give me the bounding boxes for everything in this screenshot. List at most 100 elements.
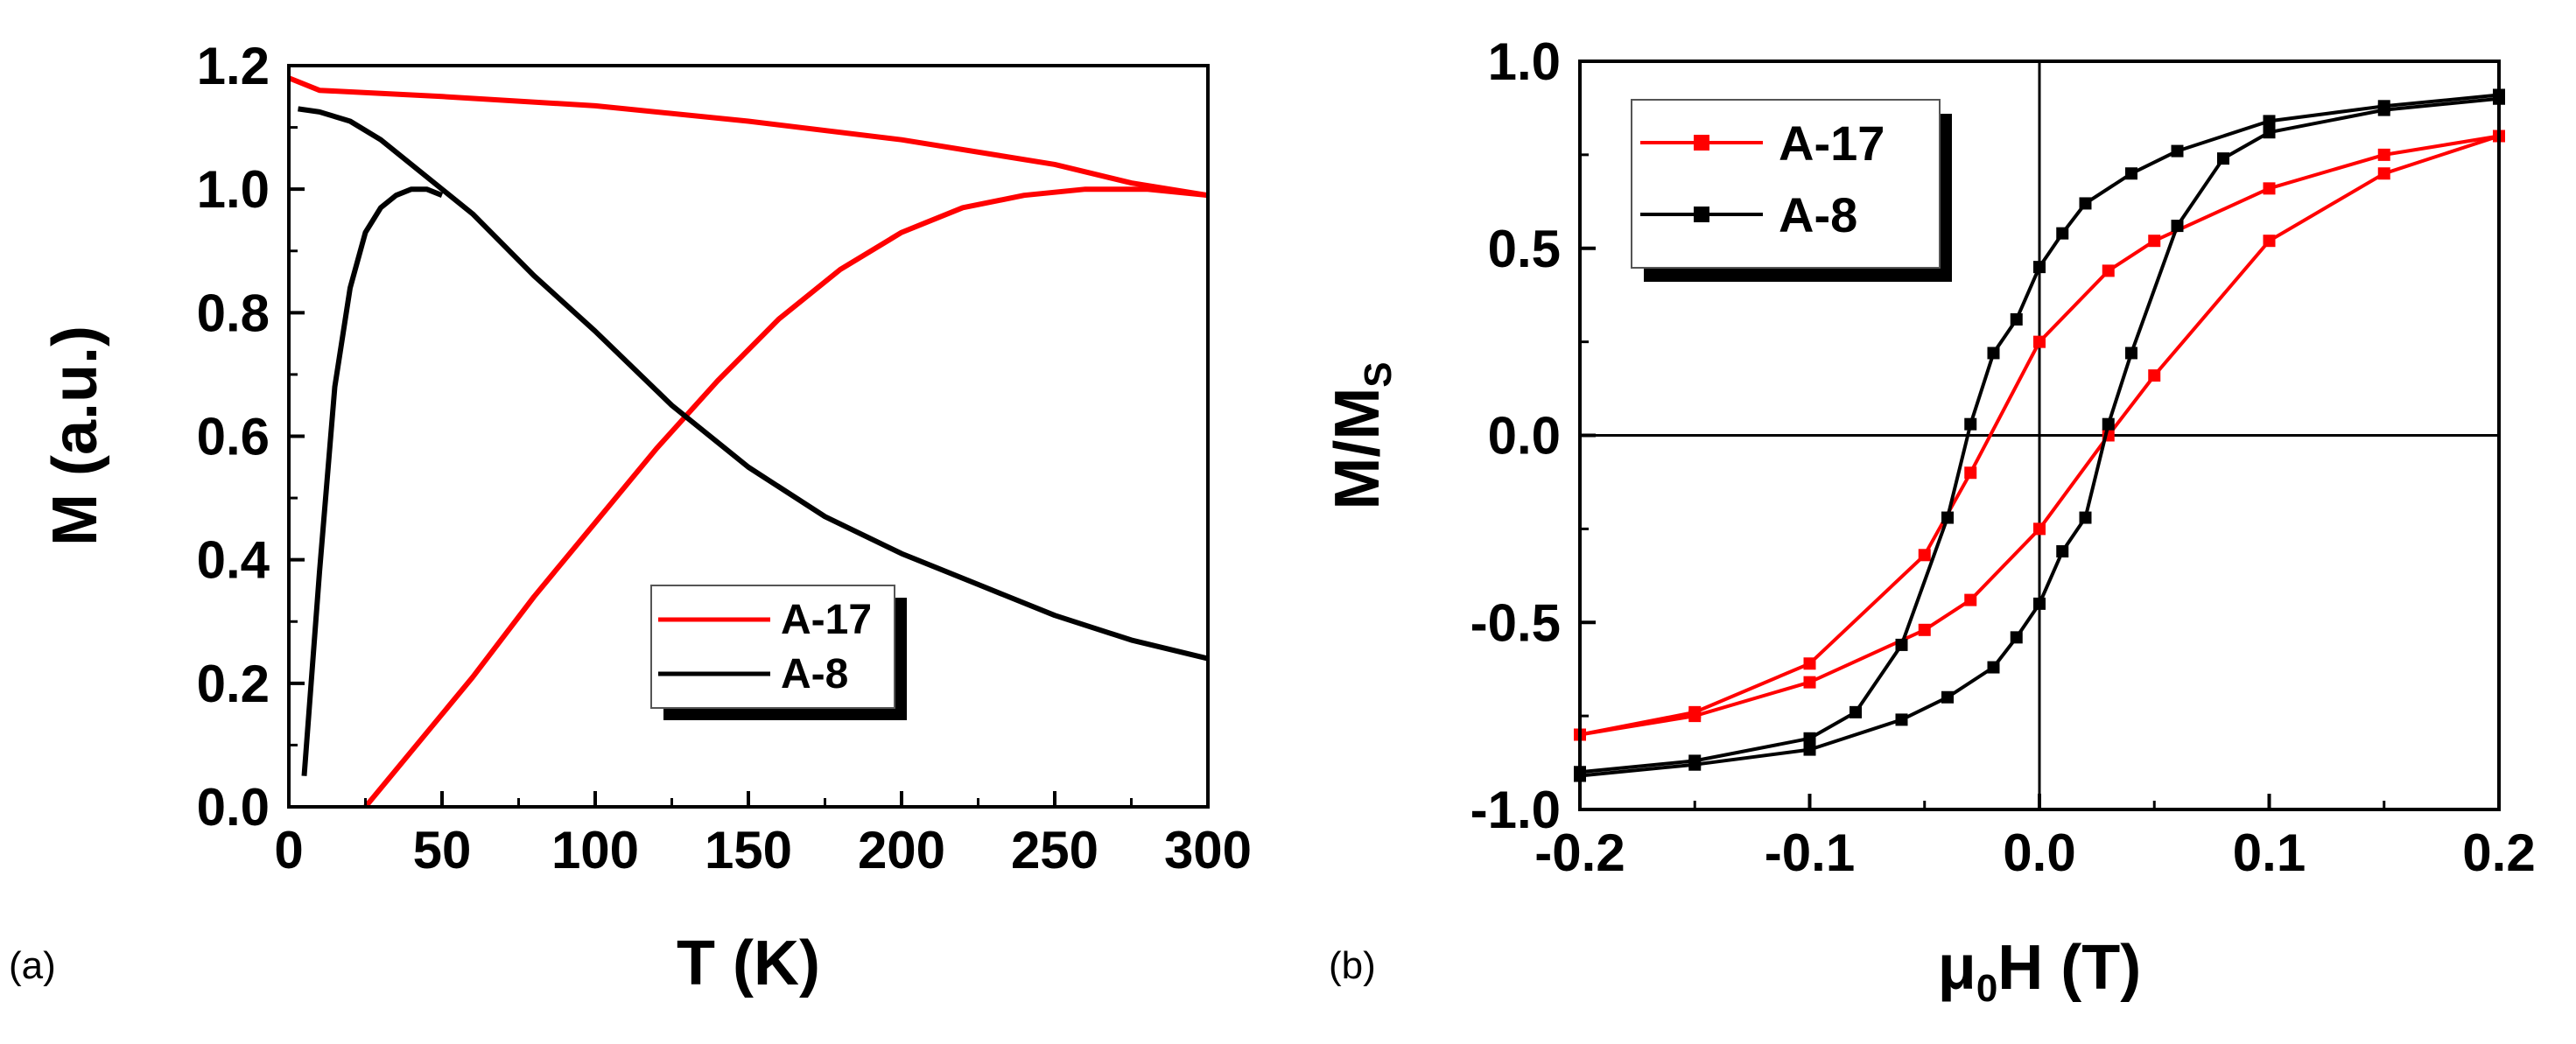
panel-a-y-tick-label: 0.4 (197, 531, 270, 590)
panel-b-point-a-8-lower (2217, 152, 2229, 165)
panel-b-y-tick-label: -0.5 (1470, 593, 1561, 652)
panel-b-point-a-17-lower (1803, 676, 1816, 689)
panel-a-x-axis-label: T (K) (677, 928, 820, 998)
panel-a-y-tick-label: 1.0 (197, 160, 270, 219)
panel-b-point-a-8-lower (1895, 713, 1908, 726)
panel-b-label: (b) (1329, 944, 1376, 987)
panel-b-point-a-17-upper (1918, 549, 1931, 562)
panel-a-x-tick-label: 250 (1011, 821, 1098, 879)
panel-b-point-a-8-upper (2171, 144, 2184, 158)
panel-a-x-tick-label: 50 (413, 821, 472, 879)
panel-b-x-tick-label: -0.1 (1765, 823, 1855, 882)
panel-b-y-label-sub: S (1357, 361, 1400, 387)
panel-a-series-a-17-zfc (363, 186, 1209, 809)
panel-b-point-a-8-lower (2263, 126, 2276, 139)
panel-b-point-a-8-upper (1964, 417, 1977, 431)
panel-b-point-a-8-lower (1987, 661, 2000, 674)
panel-a-series (287, 75, 1209, 809)
panel-b-point-a-8-lower (2079, 511, 2092, 524)
panel-b-point-a-17-lower (2033, 522, 2046, 536)
panel-b-point-a-8-upper (2079, 197, 2092, 210)
panel-b-point-a-17-lower (2377, 167, 2390, 180)
panel-a-legend-label-a8: A-8 (781, 651, 848, 697)
panel-a-legend: A-17 A-8 (650, 585, 907, 720)
panel-b-point-a-8-lower (2056, 545, 2069, 558)
panel-a-legend-box (650, 585, 895, 709)
panel-b-x-label-rest: H (T) (1997, 933, 2141, 1003)
panel-a-legend-label-a17: A-17 (781, 597, 872, 643)
panel-b-x-label-mu: μ (1938, 933, 1976, 1003)
panel-b-point-a-17-upper (2102, 264, 2115, 277)
panel-a-series-a-8-zfc (301, 186, 444, 776)
panel-b-point-a-17-lower (2148, 369, 2161, 382)
panel-a-label: (a) (9, 944, 56, 987)
panel-a-y-tick-label: 0.6 (197, 408, 270, 466)
panel-a-y-axis-label: M (a.u.) (40, 326, 110, 546)
panel-b-legend-box (1631, 99, 1941, 269)
panel-b-point-a-8-upper (2056, 227, 2069, 240)
panel-b-point-a-8-upper (1803, 732, 1816, 745)
panel-b-plot-frame (1578, 60, 2501, 811)
panel-a-series-a-8-fc (298, 106, 1209, 662)
panel-b-x-axis-label: μ0H (T) (1938, 933, 2141, 1010)
panel-b-point-a-17-lower (1918, 623, 1931, 636)
panel-b-chart: -0.2 -0.1 0.0 0.1 0.2 -1.0 -0.5 0.0 0.5 1.0 μ0H (… (1323, 32, 2536, 1010)
panel-b-y-tick-label: 0.0 (1488, 407, 1561, 466)
panel-b-x-label-sub: 0 (1976, 967, 1997, 1010)
panel-b-x-tick-label: 0.2 (2462, 823, 2535, 882)
panel-b-point-a-8-lower (1688, 758, 1702, 771)
panel-b-x-tick-label: 0.1 (2233, 823, 2306, 882)
panel-b-point-a-8-lower (1941, 690, 1954, 704)
panel-b-point-a-8-upper (2010, 312, 2023, 326)
panel-b-point-a-8-lower (2033, 597, 2046, 610)
panel-a-plot-frame (287, 64, 1210, 809)
panel-b-point-a-17-lower (1688, 710, 1702, 723)
panel-b-y-label-main: M/M (1323, 388, 1393, 510)
panel-b-legend-label-a17: A-17 (1779, 116, 1885, 171)
panel-b-point-a-8-lower (2125, 347, 2137, 360)
panel-b-point-a-8-lower (2377, 103, 2390, 116)
panel-a-chart: 0 50 100 150 200 250 3000.00.20.40.60.81.01.2 … (9, 37, 1252, 998)
panel-a-y-tick-label: 0.2 (197, 655, 270, 713)
panel-a-x-tick-label: 100 (551, 821, 639, 879)
panel-b-legend-marker-a8 (1694, 207, 1709, 222)
panel-b-y-axis-label: M/MS (1323, 361, 1400, 509)
panel-b-series (1574, 88, 2505, 782)
panel-b-point-a-8-upper (1941, 511, 1954, 524)
panel-b-point-a-8-upper (1850, 705, 1862, 718)
panel-b-point-a-17-upper (2377, 148, 2390, 161)
panel-b-point-a-8-lower (1803, 743, 1816, 756)
panel-a-series-a-17-fc (287, 75, 1209, 199)
panel-a-x-tick-label: 200 (858, 821, 945, 879)
panel-b-point-a-8-upper (2033, 261, 2046, 274)
panel-b-x-tick-label: 0.0 (2003, 823, 2075, 882)
panel-b-zero-lines (1580, 61, 2499, 809)
panel-b-point-a-17-upper (2148, 235, 2161, 248)
panel-a-x-tick-label: 150 (705, 821, 792, 879)
panel-b-point-a-17-upper (1964, 466, 1977, 480)
panel-b-point-a-8-upper (2263, 115, 2276, 128)
panel-b-point-a-8-lower (2171, 220, 2184, 233)
panel-b-point-a-8-lower (2102, 417, 2115, 431)
panel-b-point-a-8-upper (2125, 167, 2137, 180)
panel-b-point-a-8-lower (2010, 631, 2023, 644)
panel-b-y-tick-label: -1.0 (1470, 781, 1561, 839)
panel-a-x-tick-label: 0 (274, 821, 303, 879)
panel-b-point-a-17-lower (2263, 235, 2276, 248)
panel-b-legend-marker-a17 (1694, 135, 1709, 151)
panel-b-x-tick-label: -0.2 (1534, 823, 1625, 882)
panel-b-legend: A-17 A-8 (1631, 99, 1952, 282)
panel-a-y-tick-label: 0.8 (197, 284, 270, 342)
panel-b-point-a-8-upper (1895, 638, 1908, 651)
panel-b-point-a-17-upper (2263, 182, 2276, 195)
panel-a-ticks: 0 50 100 150 200 250 300 0.0 0.2 0.4 0.6 0.8 1.0 1.2 (197, 37, 1252, 879)
panel-b-point-a-17-lower (1964, 593, 1977, 606)
panel-b-point-a-8-upper (1987, 347, 2000, 360)
panel-b-point-a-17-upper (1803, 657, 1816, 670)
panel-a-y-tick-label: 0.0 (197, 778, 270, 837)
panel-b-point-a-17-upper (2033, 335, 2046, 348)
panel-b-ticks: -0.2 -0.1 0.0 0.1 0.2 -1.0 -0.5 0.0 0.5 1.0 (1470, 32, 2536, 882)
panel-b-y-tick-label: 0.5 (1488, 220, 1561, 278)
panel-a-x-tick-label: 300 (1164, 821, 1252, 879)
